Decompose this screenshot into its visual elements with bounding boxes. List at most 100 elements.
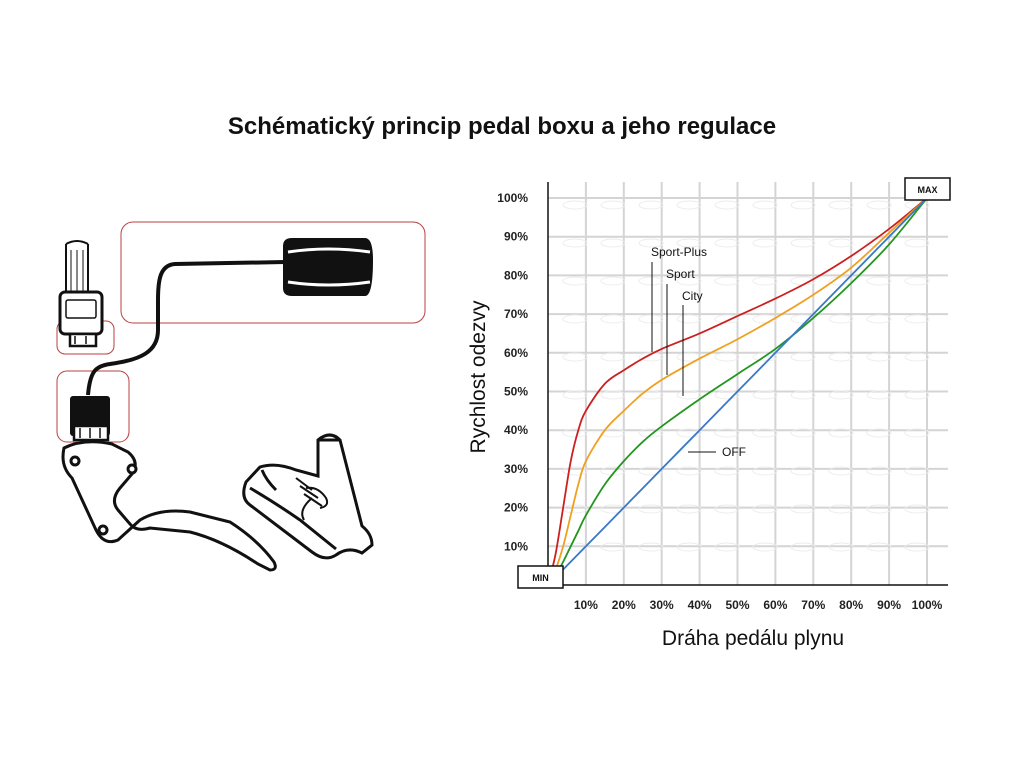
y-tick-label: 20% (504, 501, 528, 515)
x-tick-label: 10% (574, 598, 598, 612)
x-tick-label: 50% (725, 598, 749, 612)
watermark-mark (562, 352, 588, 362)
watermark-mark (676, 276, 702, 286)
x-tick-label: 100% (912, 598, 943, 612)
shoe-icon (242, 433, 374, 560)
y-tick-label: 80% (504, 268, 528, 282)
watermark-mark (790, 314, 816, 324)
watermark-mark (638, 466, 664, 476)
watermark-mark (790, 238, 816, 248)
watermark-mark (752, 238, 778, 248)
watermark-mark (904, 390, 930, 400)
series-line-sport (547, 197, 928, 586)
watermark-mark (790, 352, 816, 362)
watermark-mark (600, 352, 626, 362)
y-tick-label: 90% (504, 230, 528, 244)
watermark-mark (714, 238, 740, 248)
watermark-mark (562, 238, 588, 248)
x-tick-label: 20% (612, 598, 636, 612)
x-tick-label: 90% (877, 598, 901, 612)
watermark-mark (904, 466, 930, 476)
watermark-mark (562, 200, 588, 210)
watermark-mark (638, 238, 664, 248)
y-axis-title: Rychlost odezvy (467, 300, 490, 453)
watermark-pattern (562, 200, 930, 552)
watermark-mark (790, 428, 816, 438)
watermark-mark (904, 428, 930, 438)
watermark-mark (904, 352, 930, 362)
chart-grid (548, 182, 948, 585)
pedal-box-highlight (120, 221, 426, 324)
y-tick-label: 40% (504, 423, 528, 437)
pedal-box-illustration (56, 221, 426, 572)
watermark-mark (638, 276, 664, 286)
label-sport-plus: Sport-Plus (651, 245, 707, 259)
watermark-mark (790, 466, 816, 476)
watermark-mark (714, 428, 740, 438)
y-tick-label: 30% (504, 462, 528, 476)
watermark-mark (600, 390, 626, 400)
watermark-mark (676, 504, 702, 514)
watermark-mark (714, 314, 740, 324)
watermark-mark (638, 542, 664, 552)
watermark-mark (828, 390, 854, 400)
watermark-mark (752, 542, 778, 552)
watermark-mark (866, 390, 892, 400)
watermark-mark (638, 428, 664, 438)
watermark-mark (638, 390, 664, 400)
max-box: MAX (904, 177, 951, 201)
watermark-mark (676, 238, 702, 248)
watermark-mark (866, 466, 892, 476)
watermark-mark (866, 200, 892, 210)
watermark-mark (790, 542, 816, 552)
watermark-mark (752, 276, 778, 286)
watermark-mark (714, 390, 740, 400)
watermark-mark (676, 428, 702, 438)
watermark-mark (562, 428, 588, 438)
watermark-mark (676, 314, 702, 324)
watermark-mark (714, 276, 740, 286)
watermark-mark (638, 314, 664, 324)
label-city: City (682, 289, 703, 303)
watermark-mark (600, 200, 626, 210)
watermark-mark (866, 314, 892, 324)
min-label: MIN (532, 573, 549, 583)
watermark-mark (676, 390, 702, 400)
series-lines (547, 197, 928, 586)
watermark-mark (600, 504, 626, 514)
x-tick-label: 60% (763, 598, 787, 612)
label-sport: Sport (666, 267, 695, 281)
watermark-mark (828, 352, 854, 362)
watermark-mark (600, 542, 626, 552)
watermark-mark (904, 276, 930, 286)
watermark-mark (752, 428, 778, 438)
watermark-mark (790, 200, 816, 210)
watermark-mark (562, 276, 588, 286)
pedal-box-module (283, 238, 373, 296)
x-tick-label: 70% (801, 598, 825, 612)
accelerator-pedal (61, 440, 277, 572)
cable (86, 260, 286, 396)
watermark-mark (752, 504, 778, 514)
x-axis-title: Dráha pedálu plynu (662, 627, 844, 650)
watermark-mark (714, 542, 740, 552)
watermark-mark (866, 428, 892, 438)
watermark-mark (828, 504, 854, 514)
y-tick-label: 50% (504, 385, 528, 399)
x-tick-labels: 10% 20% 30% 40% 50% 60% 70% 80% 90% 100% (574, 598, 943, 612)
watermark-mark (904, 504, 930, 514)
watermark-mark (828, 238, 854, 248)
watermark-mark (600, 428, 626, 438)
x-tick-label: 30% (650, 598, 674, 612)
pedal-connector (70, 396, 110, 442)
watermark-mark (828, 314, 854, 324)
watermark-mark (752, 466, 778, 476)
watermark-mark (828, 428, 854, 438)
watermark-mark (600, 276, 626, 286)
watermark-mark (714, 504, 740, 514)
watermark-mark (562, 314, 588, 324)
y-tick-label: 10% (504, 539, 528, 553)
watermark-mark (676, 200, 702, 210)
watermark-mark (676, 542, 702, 552)
